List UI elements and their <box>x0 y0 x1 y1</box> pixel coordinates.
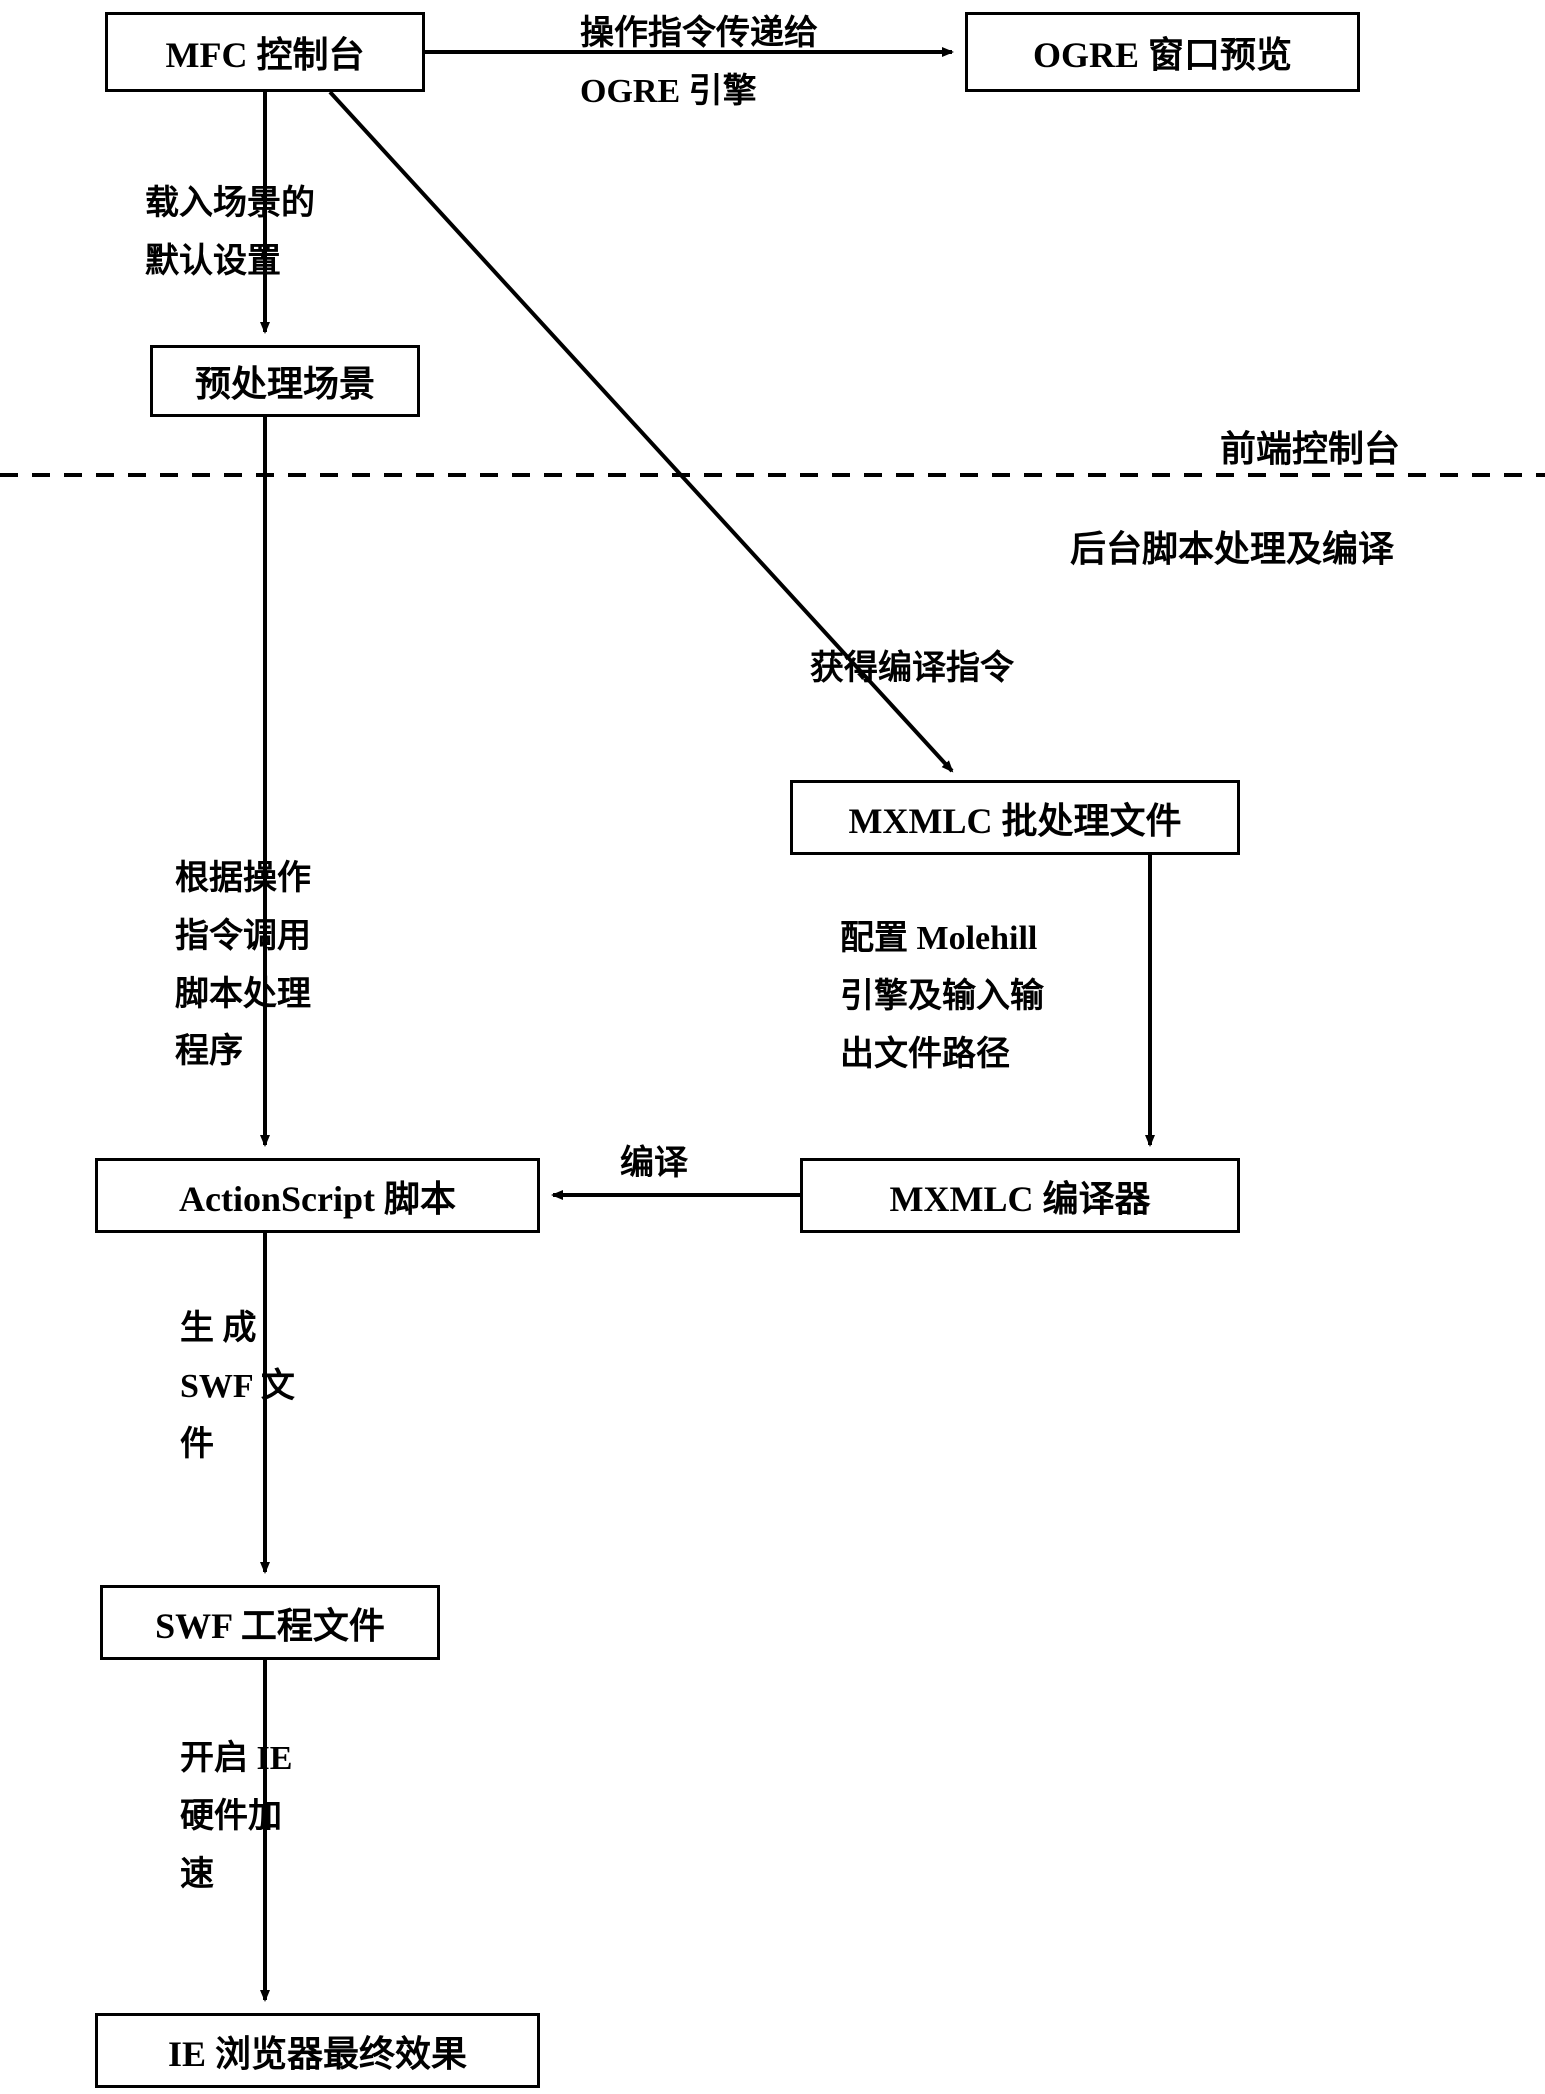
edge-label-mfc-ogre: 操作指令传递给 OGRE 引擎 <box>580 5 818 121</box>
edge-label-compiler-actionscript: 编译 <box>620 1135 688 1193</box>
node-preprocess: 预处理场景 <box>150 345 420 417</box>
edge-label-swf-ie: 开启 IE 硬件加 速 <box>180 1730 292 1903</box>
node-mxmlc-batch: MXMLC 批处理文件 <box>790 780 1240 855</box>
node-label: MXMLC 批处理文件 <box>849 792 1182 844</box>
edge-label-preprocess-actionscript: 根据操作 指令调用 脚本处理 程序 <box>175 850 311 1081</box>
node-label: MFC 控制台 <box>166 26 365 78</box>
node-label: IE 浏览器最终效果 <box>168 2025 467 2077</box>
region-label-back: 后台脚本处理及编译 <box>1070 520 1394 572</box>
edge-label-mfc-preprocess: 载入场景的 默认设置 <box>145 175 315 291</box>
edge-label-mfc-mxmlc-batch: 获得编译指令 <box>810 640 1014 698</box>
node-ie-result: IE 浏览器最终效果 <box>95 2013 540 2088</box>
node-label: ActionScript 脚本 <box>179 1170 456 1222</box>
node-mfc: MFC 控制台 <box>105 12 425 92</box>
node-label: 预处理场景 <box>195 355 375 407</box>
node-actionscript: ActionScript 脚本 <box>95 1158 540 1233</box>
node-swf: SWF 工程文件 <box>100 1585 440 1660</box>
node-label: SWF 工程文件 <box>155 1597 385 1649</box>
node-ogre: OGRE 窗口预览 <box>965 12 1360 92</box>
node-mxmlc-compiler: MXMLC 编译器 <box>800 1158 1240 1233</box>
region-label-front: 前端控制台 <box>1220 420 1400 472</box>
edge-label-mxmlc-batch-compiler: 配置 Molehill 引擎及输入输 出文件路径 <box>840 910 1044 1083</box>
node-label: OGRE 窗口预览 <box>1033 26 1292 78</box>
edge-label-actionscript-swf: 生 成 SWF 文 件 <box>180 1300 295 1473</box>
node-label: MXMLC 编译器 <box>890 1170 1151 1222</box>
